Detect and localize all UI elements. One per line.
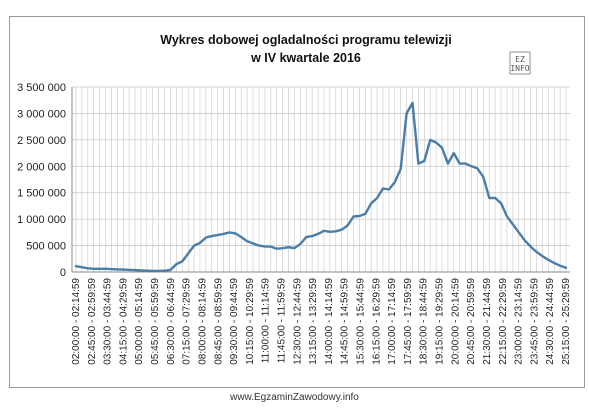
- x-tick-label: 03:30:00 - 03:44:59: [103, 278, 114, 365]
- x-tick-label: 05:45:00 - 05:59:59: [150, 278, 161, 365]
- x-tick-label: 09:30:00 - 09:44:59: [229, 278, 240, 365]
- x-tick-label: 11:45:00 - 11:59:59: [276, 278, 287, 364]
- x-tick-label: 16:15:00 - 16:29:59: [371, 278, 382, 365]
- x-tick-label: 15:30:00 - 15:44:59: [356, 278, 367, 365]
- x-tick-label: 23:00:00 - 23:14:59: [514, 278, 525, 365]
- x-tick-label: 08:45:00 - 08:59:59: [213, 278, 224, 365]
- y-axis-tick-labels: 0 500 000 1 000 000 1 500 000 2 000 000 2 500…: [17, 82, 66, 279]
- x-axis-tick-labels: 02:00:00 - 02:14:59 02:45:00 - 02:59:59 03…: [71, 278, 572, 365]
- chart-title-line-1: Wykres dobowej ogladalności programu tel…: [160, 33, 452, 47]
- logo-frame: [509, 51, 531, 75]
- x-tick-label: 17:45:00 - 17:59:59: [403, 278, 414, 365]
- x-tick-label: 11:00:00 - 11:14:59: [261, 278, 272, 364]
- x-tick-label: 13:15:00 - 13:29:59: [308, 278, 319, 365]
- y-tick-label: 0: [60, 267, 66, 279]
- x-tick-label: 02:45:00 - 02:59:59: [87, 278, 98, 365]
- x-tick-label: 25:15:00 - 25:29:59: [561, 278, 572, 365]
- x-tick-label: 04:15:00 - 04:29:59: [118, 278, 129, 365]
- x-tick-label: 07:15:00 - 07:29:59: [182, 278, 193, 365]
- logo-text-bottom: INFO: [510, 64, 529, 73]
- x-tick-label: 12:30:00 - 12:44:59: [292, 278, 303, 365]
- x-tick-label: 14:45:00 - 14:59:59: [340, 278, 351, 365]
- vertical-gridlines: [75, 87, 567, 272]
- y-tick-label: 2 000 000: [17, 161, 66, 173]
- x-tick-label: 22:15:00 - 22:29:59: [498, 278, 509, 365]
- y-tick-label: 1 000 000: [17, 214, 66, 226]
- x-tick-label: 17:00:00 - 17:14:59: [387, 278, 398, 365]
- y-tick-label: 500 000: [26, 241, 66, 253]
- x-tick-label: 02:00:00 - 02:14:59: [71, 278, 82, 365]
- x-tick-label: 10:15:00 - 10:29:59: [245, 278, 256, 365]
- x-tick-label: 08:00:00 - 08:14:59: [197, 278, 208, 365]
- y-tick-label: 1 500 000: [17, 188, 66, 200]
- x-tick-label: 21:30:00 - 21:44:59: [482, 278, 493, 365]
- x-tick-label: 24:30:00 - 24:44:59: [545, 278, 556, 365]
- x-tick-label: 06:30:00 - 06:44:59: [166, 278, 177, 365]
- x-tick-label: 23:45:00 - 23:59:59: [529, 278, 540, 365]
- chart-title-line-2: w IV kwartale 2016: [250, 51, 361, 65]
- x-tick-label: 20:45:00 - 20:59:59: [466, 278, 477, 365]
- logo-text-top: EZ: [515, 55, 525, 64]
- y-tick-label: 3 500 000: [17, 82, 66, 94]
- y-tick-label: 3 000 000: [17, 108, 66, 120]
- x-tick-label: 19:15:00 - 19:29:59: [435, 278, 446, 365]
- x-tick-label: 05:00:00 - 05:14:59: [134, 278, 145, 365]
- series-line-viewership: [74, 101, 568, 273]
- x-tick-label: 20:00:00 - 20:14:59: [450, 278, 461, 365]
- ez-info-logo: EZ INFO: [509, 51, 531, 75]
- x-tick-label: 18:30:00 - 18:44:59: [419, 278, 430, 365]
- x-tick-label: 14:00:00 - 14:14:59: [324, 278, 335, 365]
- y-tick-label: 2 500 000: [17, 135, 66, 147]
- footer-website: www.EgzaminZawodowy.info: [230, 392, 359, 403]
